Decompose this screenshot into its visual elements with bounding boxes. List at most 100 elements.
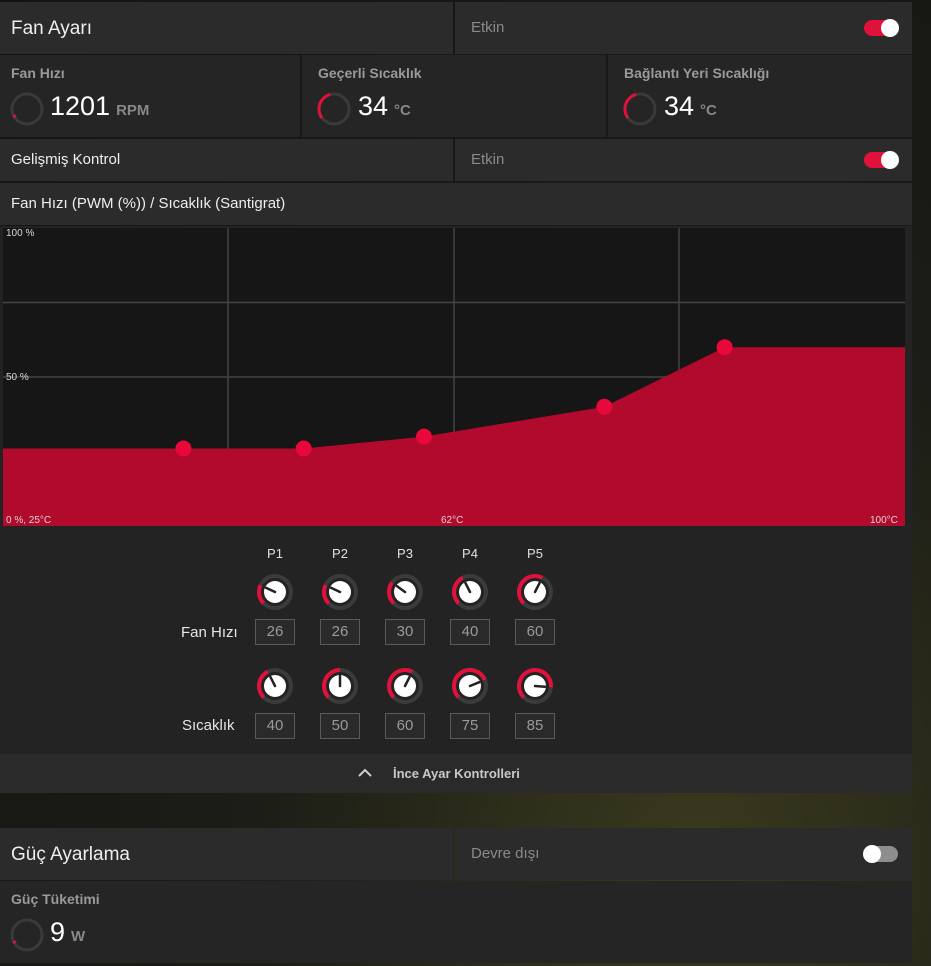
fan-settings-status: Etkin [471, 19, 505, 36]
temperature-knob-3[interactable] [385, 666, 425, 706]
stat-fan-speed-label: Fan Hızı [11, 65, 65, 81]
fine-tune-label: İnce Ayar Kontrolleri [393, 766, 520, 781]
temperature-knob-wrap-4 [450, 666, 490, 711]
fan-settings-title: Fan Ayarı [11, 18, 92, 39]
chevron-up-icon [358, 768, 372, 777]
temperature-knob-5[interactable] [515, 666, 555, 706]
stat-fan-speed-unit: RPM [116, 102, 150, 119]
stat-current-temp-value-row: 34 °C [358, 91, 411, 122]
x-tick-label-100: 100°C [870, 515, 898, 526]
temperature-knob-wrap-1 [255, 666, 295, 711]
curve-point-3[interactable] [415, 428, 432, 445]
stat-fan-speed-value-row: 1201 RPM [50, 91, 149, 122]
power-tuning-title-cell: Güç Ayarlama [0, 828, 453, 880]
fan-settings-title-cell: Fan Ayarı [0, 2, 453, 54]
temperature-input-5[interactable]: 85 [515, 713, 555, 739]
fan-curve-section: 100 % 50 % 0 %, 25°C 62°C 100°C P1 26 40… [0, 226, 912, 754]
power-consumption-unit: W [71, 928, 86, 945]
stat-junction-temp-unit: °C [700, 102, 717, 119]
power-consumption-value: 9 [50, 917, 66, 947]
fan-speed-knob-wrap-2 [320, 572, 360, 617]
stat-current-temp-value: 34 [358, 91, 389, 121]
fan-speed-input-5[interactable]: 60 [515, 619, 555, 645]
fan-speed-knob-wrap-3 [385, 572, 425, 617]
fan-speed-input-4[interactable]: 40 [450, 619, 490, 645]
fan-settings-header: Fan Ayarı Etkin [0, 2, 912, 54]
temperature-knob-wrap-5 [515, 666, 555, 711]
point-label-1: P1 [267, 546, 283, 561]
stat-fan-speed-value: 1201 [50, 91, 111, 121]
power-tuning-title: Güç Ayarlama [11, 844, 130, 865]
temperature-knob-1[interactable] [255, 666, 295, 706]
point-label-3: P3 [397, 546, 413, 561]
toggle-knob [881, 151, 899, 169]
point-label-2: P2 [332, 546, 348, 561]
advanced-control-row: Gelişmiş Kontrol Etkin [0, 139, 912, 181]
temperature-knob-2[interactable] [320, 666, 360, 706]
power-gauge-icon [10, 918, 44, 952]
current-temp-gauge-icon [317, 92, 351, 126]
advanced-control-label-cell: Gelişmiş Kontrol [0, 139, 453, 181]
stat-current-temp: Geçerli Sıcaklık 34 °C [302, 55, 606, 137]
stat-junction-temp: Bağlantı Yeri Sıcaklığı 34 °C [608, 55, 912, 137]
power-consumption-label: Güç Tüketimi [11, 891, 100, 907]
power-tuning-toggle[interactable] [863, 845, 898, 863]
fan-curve-chart[interactable]: 100 % 50 % 0 %, 25°C 62°C 100°C [0, 226, 912, 528]
fan-settings-toggle[interactable] [864, 19, 899, 37]
chart-area-fill [3, 347, 905, 526]
power-tuning-status: Devre dışı [471, 845, 540, 862]
junction-temp-gauge-icon [623, 92, 657, 126]
fan-speed-input-3[interactable]: 30 [385, 619, 425, 645]
chart-header: Fan Hızı (PWM (%)) / Sıcaklık (Santigrat… [0, 183, 912, 225]
power-tuning-toggle-cell: Devre dışı [455, 828, 912, 880]
stat-junction-temp-value: 34 [664, 91, 695, 121]
fan-speed-gauge-icon [10, 92, 44, 126]
toggle-knob [863, 845, 881, 863]
y-tick-label-100: 100 % [6, 228, 34, 239]
temperature-knob-wrap-3 [385, 666, 425, 711]
curve-point-5[interactable] [716, 339, 733, 356]
point-label-4: P4 [462, 546, 478, 561]
curve-point-1[interactable] [175, 440, 192, 457]
advanced-control-label: Gelişmiş Kontrol [11, 151, 121, 168]
temperature-input-2[interactable]: 50 [320, 713, 360, 739]
chart-points [175, 339, 733, 457]
y-tick-label-50: 50 % [6, 372, 29, 383]
stat-current-temp-label: Geçerli Sıcaklık [318, 65, 422, 81]
fan-speed-knob-5[interactable] [515, 572, 555, 612]
stat-junction-temp-value-row: 34 °C [664, 91, 717, 122]
fan-speed-knob-wrap-1 [255, 572, 295, 617]
stat-fan-speed: Fan Hızı 1201 RPM [0, 55, 300, 137]
temperature-input-1[interactable]: 40 [255, 713, 295, 739]
fan-speed-knob-wrap-4 [450, 572, 490, 617]
stat-current-temp-unit: °C [394, 102, 411, 119]
fan-speed-knob-2[interactable] [320, 572, 360, 612]
temperature-knob-4[interactable] [450, 666, 490, 706]
fan-speed-knob-wrap-5 [515, 572, 555, 617]
point-label-5: P5 [527, 546, 543, 561]
advanced-control-toggle-cell: Etkin [455, 139, 912, 181]
temperature-row-label: Sıcaklık [182, 717, 235, 734]
fan-speed-knob-4[interactable] [450, 572, 490, 612]
temperature-input-3[interactable]: 60 [385, 713, 425, 739]
advanced-control-status: Etkin [471, 151, 505, 168]
toggle-knob [881, 19, 899, 37]
fan-settings-toggle-cell: Etkin [455, 2, 912, 54]
advanced-control-toggle[interactable] [864, 151, 899, 169]
temperature-input-4[interactable]: 75 [450, 713, 490, 739]
power-tuning-header: Güç Ayarlama Devre dışı [0, 828, 912, 880]
fine-tune-toggle[interactable]: İnce Ayar Kontrolleri [0, 754, 912, 793]
chart-title: Fan Hızı (PWM (%)) / Sıcaklık (Santigrat… [11, 195, 286, 212]
fan-speed-knob-3[interactable] [385, 572, 425, 612]
stat-junction-temp-label: Bağlantı Yeri Sıcaklığı [624, 65, 770, 81]
curve-point-2[interactable] [295, 440, 312, 457]
fan-speed-row-label: Fan Hızı [181, 624, 238, 641]
curve-point-4[interactable] [596, 398, 613, 415]
fan-speed-input-2[interactable]: 26 [320, 619, 360, 645]
fan-speed-input-1[interactable]: 26 [255, 619, 295, 645]
x-tick-label-62: 62°C [441, 515, 463, 526]
fan-speed-knob-1[interactable] [255, 572, 295, 612]
temperature-knob-wrap-2 [320, 666, 360, 711]
